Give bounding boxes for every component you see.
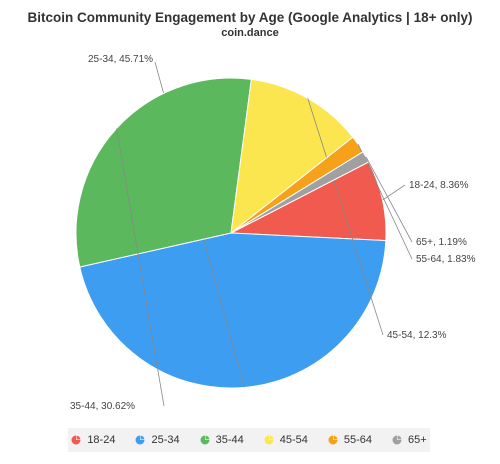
legend-label: 25-34 (151, 434, 180, 446)
legend-item-25-34[interactable]: 25-34 (135, 434, 180, 446)
label-connector-45-54 (307, 98, 384, 336)
data-label-45-54: 45-54, 12.3% (387, 330, 447, 341)
legend-item-55-64[interactable]: 55-64 (328, 434, 372, 446)
chart-legend: 18-24 25-34 35-44 45-54 55-64 65+ (68, 428, 430, 452)
legend-label: 65+ (408, 434, 427, 446)
chart-subtitle: coin.dance (221, 27, 279, 39)
data-label-18-24: 18-24, 8.36% (409, 180, 469, 191)
data-label-35-44: 35-44, 30.62% (70, 401, 135, 412)
data-label-25-34: 25-34, 45.71% (88, 54, 153, 65)
pie-icon (392, 435, 402, 445)
pie-icon (200, 435, 210, 445)
pie-icon (264, 435, 274, 445)
legend-item-65+[interactable]: 65+ (392, 434, 427, 446)
label-connector-18-24 (382, 184, 406, 201)
data-label-65+: 65+, 1.19% (416, 237, 467, 248)
pie-chart: 18-24, 8.36% 25-34, 45.71% 35-44, 30.62% 45… (70, 54, 476, 412)
chart-title: Bitcoin Community Engagement by Age (Goo… (27, 10, 473, 25)
legend-item-18-24[interactable]: 18-24 (71, 434, 115, 446)
legend-label: 45-54 (279, 434, 308, 446)
legend-label: 18-24 (87, 434, 116, 446)
legend-label: 35-44 (215, 434, 244, 446)
pie-icon (71, 435, 81, 445)
pie-icon (135, 435, 145, 445)
legend-label: 55-64 (343, 434, 373, 446)
label-connector-35-44 (116, 128, 165, 407)
legend-item-45-54[interactable]: 45-54 (264, 434, 308, 446)
data-label-55-64: 55-64, 1.83% (416, 254, 476, 265)
legend-item-35-44[interactable]: 35-44 (200, 434, 244, 446)
label-connector-55-64 (357, 144, 413, 260)
pie-icon (328, 435, 338, 445)
pie-slice-45-54[interactable] (230, 78, 354, 235)
label-connector-65+ (365, 156, 413, 243)
